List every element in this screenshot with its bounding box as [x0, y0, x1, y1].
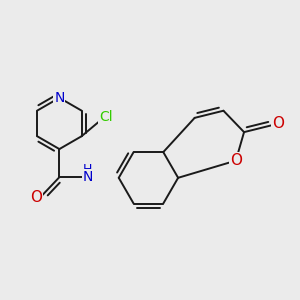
Text: O: O	[31, 190, 43, 205]
Text: Cl: Cl	[99, 110, 112, 124]
Text: N: N	[82, 170, 93, 184]
Text: H: H	[83, 163, 92, 176]
Text: O: O	[272, 116, 284, 131]
Text: O: O	[230, 153, 242, 168]
Text: N: N	[54, 91, 64, 105]
